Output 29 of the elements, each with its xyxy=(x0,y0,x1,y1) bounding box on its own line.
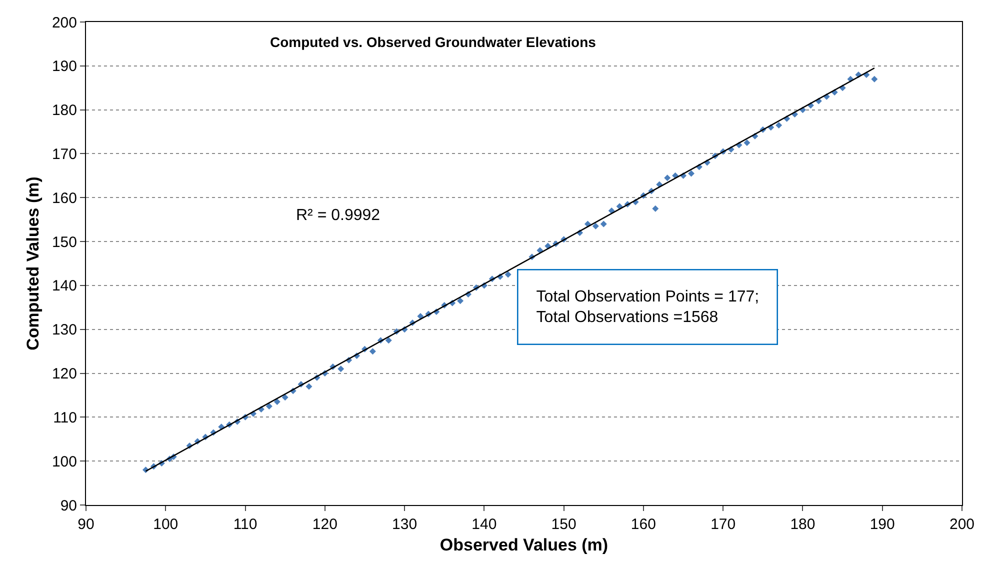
x-tick-label: 150 xyxy=(551,516,576,533)
x-tick-label: 140 xyxy=(472,516,497,533)
y-tick-label: 170 xyxy=(52,146,77,163)
y-tick-label: 160 xyxy=(52,190,77,207)
text: Computed vs. Observed Groundwater Elevations xyxy=(270,34,596,50)
x-tick-label: 200 xyxy=(949,516,975,533)
y-tick-label: 110 xyxy=(53,409,77,426)
y-tick-label: 90 xyxy=(60,497,77,514)
y-tick-label: 190 xyxy=(52,58,77,76)
x-tick-label: 160 xyxy=(630,516,656,533)
x-tick-label: 100 xyxy=(153,516,178,533)
y-tick-label: 100 xyxy=(52,453,77,470)
y-tick-label: 180 xyxy=(52,102,77,120)
x-tick-label: 90 xyxy=(78,516,94,533)
y-axis-title: Computed Values (m) xyxy=(24,176,43,350)
y-tick-label: 120 xyxy=(52,366,77,383)
y-tick-label: 150 xyxy=(52,234,77,251)
y-tick-label: 200 xyxy=(52,14,77,32)
x-tick-label: 130 xyxy=(392,516,418,533)
x-tick-label: 180 xyxy=(790,516,816,533)
y-tick-label: 140 xyxy=(52,278,77,295)
y-tick-label: 130 xyxy=(52,322,77,339)
x-tick-label: 120 xyxy=(312,516,338,533)
x-tick-label: 110 xyxy=(233,516,258,533)
x-tick-label: 190 xyxy=(870,516,895,533)
x-axis-title: Observed Values (m) xyxy=(440,535,608,554)
x-tick-label: 170 xyxy=(710,516,736,533)
annotation: Total Observation Points = 177; Total Observations =1568 xyxy=(536,288,760,326)
annotation: R² = 0.9992 xyxy=(296,207,380,224)
